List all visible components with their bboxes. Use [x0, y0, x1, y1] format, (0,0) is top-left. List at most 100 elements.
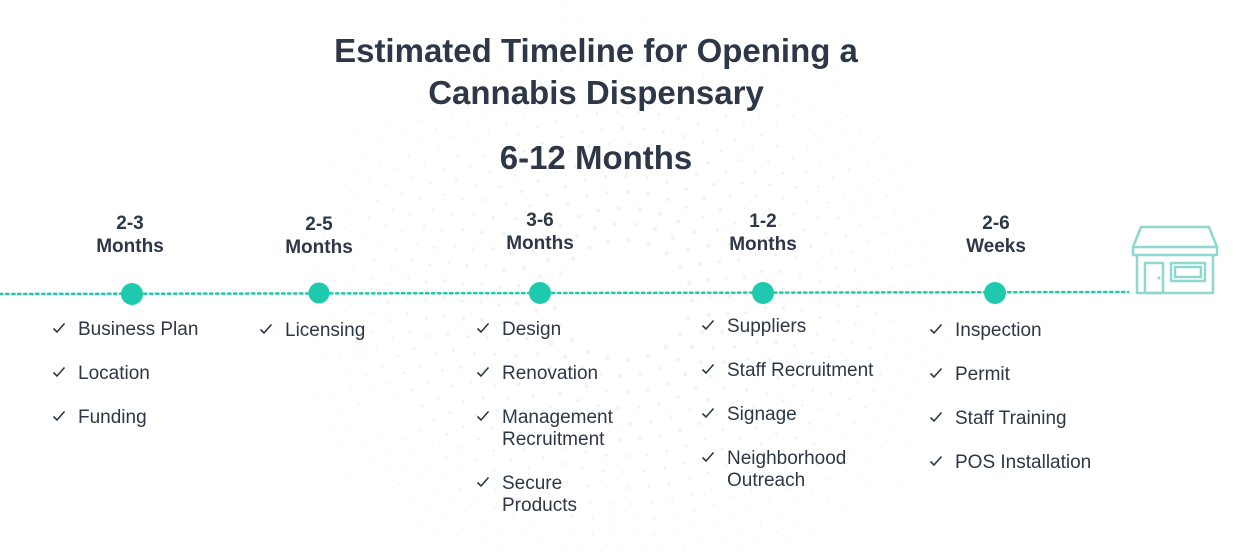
background-dot — [549, 365, 554, 370]
background-dot — [847, 167, 850, 171]
background-dot — [657, 113, 661, 117]
background-dot — [641, 127, 645, 131]
background-dot — [364, 373, 367, 377]
background-dot — [519, 29, 522, 32]
background-dot — [375, 137, 378, 140]
checkmark-icon — [701, 451, 715, 463]
background-dot — [747, 470, 750, 474]
background-dot — [540, 73, 543, 77]
background-dot — [603, 95, 606, 98]
background-dot — [431, 49, 433, 52]
background-dot — [435, 127, 438, 130]
background-dot — [685, 247, 691, 252]
background-dot — [655, 161, 660, 165]
background-dot — [433, 86, 436, 89]
background-dot — [444, 518, 447, 521]
background-dot — [964, 262, 967, 264]
background-dot — [774, 341, 779, 345]
background-dot — [295, 285, 298, 288]
background-dot — [564, 3, 566, 5]
background-dot — [468, 165, 472, 169]
background-dot — [321, 446, 324, 448]
background-dot — [335, 262, 338, 265]
background-dot — [796, 97, 799, 100]
background-dot — [484, 77, 487, 80]
page-title: Estimated Timeline for Opening a Cannabi… — [0, 30, 1192, 114]
background-dot — [676, 219, 681, 224]
background-dot — [487, 131, 491, 135]
background-dot — [868, 347, 872, 350]
background-dot — [628, 421, 633, 426]
checkmark-icon — [476, 410, 490, 422]
checkmark-icon — [929, 367, 943, 379]
background-dot — [441, 167, 445, 171]
background-dot — [483, 198, 487, 202]
background-dot — [471, 212, 475, 216]
background-dot — [820, 372, 824, 376]
background-dot — [735, 372, 739, 377]
background-dot — [746, 357, 751, 361]
background-dot — [548, 210, 553, 215]
task-item: Staff Training — [929, 408, 1129, 430]
background-dot — [637, 207, 642, 212]
background-dot — [923, 408, 926, 411]
task-item: Renovation — [476, 363, 641, 385]
background-dot — [300, 250, 303, 252]
background-dot — [502, 86, 505, 90]
background-dot — [726, 294, 731, 299]
background-dot — [545, 439, 549, 443]
background-dot — [369, 312, 372, 316]
background-dot — [776, 376, 780, 380]
background-dot — [706, 161, 710, 165]
phase-2-duration-value: 2-5 — [305, 214, 333, 235]
background-dot — [406, 276, 410, 280]
background-dot — [504, 201, 509, 206]
background-dot — [767, 207, 771, 212]
background-dot — [576, 432, 581, 437]
background-dot — [961, 244, 963, 247]
background-dot — [747, 19, 749, 22]
background-dot — [723, 29, 726, 31]
background-dot — [867, 87, 869, 90]
background-dot — [534, 309, 539, 314]
background-dot — [893, 388, 896, 391]
background-dot — [304, 232, 307, 235]
background-dot — [361, 233, 364, 236]
background-dot — [947, 321, 950, 324]
background-dot — [601, 469, 605, 473]
background-dot — [917, 222, 920, 225]
background-dot — [400, 191, 404, 195]
background-dot — [476, 437, 480, 441]
background-dot — [417, 98, 420, 101]
background-dot — [910, 205, 913, 208]
background-dot — [837, 413, 841, 417]
background-dot — [335, 200, 338, 202]
background-dot — [367, 216, 370, 219]
background-dot — [745, 293, 750, 297]
background-dot — [480, 230, 484, 235]
background-dot — [540, 90, 543, 94]
background-dot — [721, 96, 725, 100]
background-dot — [759, 443, 763, 447]
background-dot — [559, 544, 562, 548]
background-dot — [944, 192, 947, 195]
background-dot — [781, 171, 785, 175]
background-dot — [831, 175, 834, 179]
checkmark-icon — [259, 323, 273, 335]
background-dot — [570, 514, 574, 517]
background-dot — [728, 193, 732, 198]
background-dot — [724, 63, 727, 66]
background-dot — [880, 445, 882, 448]
background-dot — [437, 396, 440, 400]
phase-4-tasks: Suppliers Staff Recruitment Signage Neig… — [701, 316, 901, 514]
background-dot — [858, 183, 861, 186]
background-dot — [339, 244, 342, 247]
background-dot — [793, 521, 796, 524]
background-dot — [481, 368, 486, 372]
background-dot — [905, 440, 907, 443]
background-dot — [731, 496, 735, 500]
background-dot — [491, 247, 495, 251]
background-dot — [682, 134, 686, 138]
background-dot — [688, 153, 692, 157]
background-dot — [908, 335, 911, 338]
